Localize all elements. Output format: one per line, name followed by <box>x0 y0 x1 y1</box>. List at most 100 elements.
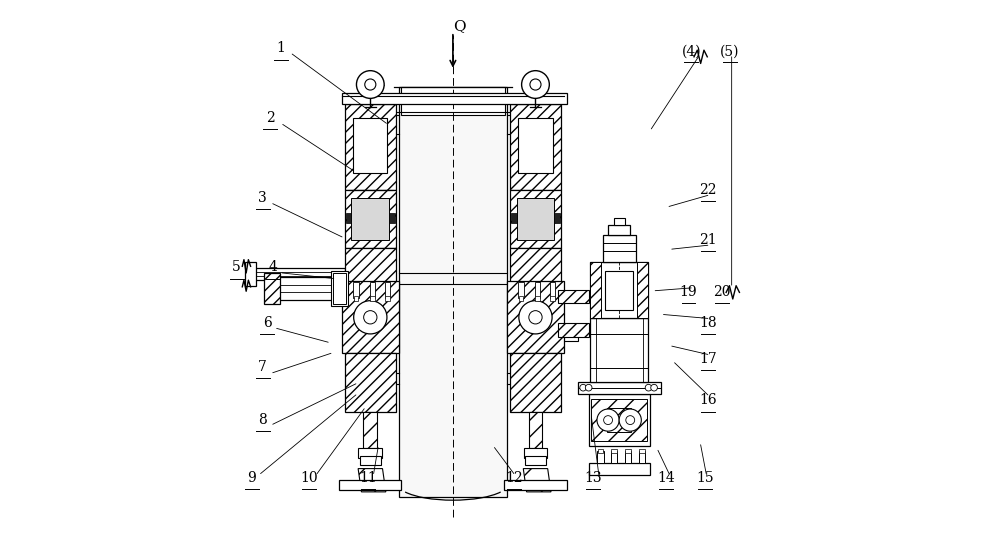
Bar <box>603 234 636 262</box>
Text: 19: 19 <box>680 285 697 299</box>
Bar <box>518 118 553 173</box>
Bar <box>590 262 648 318</box>
Bar <box>511 213 517 223</box>
Bar <box>507 281 564 353</box>
Bar <box>351 198 389 240</box>
Bar <box>611 451 617 463</box>
Bar <box>342 281 399 353</box>
Text: 6: 6 <box>263 316 272 330</box>
Bar <box>517 198 554 240</box>
Bar <box>385 282 390 298</box>
Bar <box>345 190 396 248</box>
Bar <box>614 218 625 224</box>
Bar <box>510 190 561 248</box>
Bar <box>625 451 631 463</box>
Bar <box>589 394 650 446</box>
Circle shape <box>645 384 652 391</box>
Circle shape <box>365 79 376 90</box>
Bar <box>535 282 540 298</box>
Bar <box>345 248 396 284</box>
Circle shape <box>585 384 592 391</box>
Bar <box>519 296 523 301</box>
Circle shape <box>651 384 657 391</box>
Bar <box>339 480 401 490</box>
Bar <box>525 456 546 465</box>
Text: 9: 9 <box>247 471 256 485</box>
Bar <box>590 318 648 382</box>
Bar <box>353 118 387 173</box>
Bar <box>510 104 561 190</box>
Text: Q: Q <box>453 19 466 33</box>
Bar <box>370 282 375 298</box>
Bar <box>589 463 650 475</box>
Text: 2: 2 <box>266 111 274 125</box>
Bar <box>550 296 555 301</box>
Bar <box>529 412 542 447</box>
Text: 14: 14 <box>657 471 675 485</box>
Bar <box>360 456 381 465</box>
Circle shape <box>356 71 384 99</box>
Bar <box>354 296 358 301</box>
Text: 5: 5 <box>232 261 241 275</box>
Text: 20: 20 <box>713 285 730 299</box>
Bar <box>598 448 603 453</box>
Bar <box>245 262 256 286</box>
Text: 7: 7 <box>258 360 267 374</box>
Text: 18: 18 <box>699 316 717 330</box>
Text: 11: 11 <box>359 471 377 485</box>
Circle shape <box>626 416 635 424</box>
Text: 22: 22 <box>699 183 717 197</box>
Circle shape <box>530 79 541 90</box>
Bar <box>637 262 648 318</box>
Circle shape <box>580 384 586 391</box>
Bar <box>363 412 377 447</box>
Polygon shape <box>523 468 551 492</box>
Bar <box>342 93 567 104</box>
Text: 3: 3 <box>258 191 267 205</box>
Text: (5): (5) <box>720 44 740 58</box>
Bar <box>554 213 560 223</box>
Bar <box>385 296 390 301</box>
Text: 10: 10 <box>300 471 318 485</box>
Bar <box>504 480 567 490</box>
Bar <box>401 87 505 115</box>
Circle shape <box>529 311 542 324</box>
Bar <box>399 87 507 497</box>
Bar <box>558 323 589 336</box>
Text: 1: 1 <box>277 42 286 56</box>
Bar <box>611 448 617 453</box>
Bar <box>510 248 561 284</box>
Bar <box>524 447 547 457</box>
Circle shape <box>354 301 387 334</box>
Text: 12: 12 <box>505 471 523 485</box>
Bar <box>370 296 375 301</box>
Bar <box>607 408 631 432</box>
Bar <box>578 382 661 394</box>
Text: 15: 15 <box>696 471 714 485</box>
Bar <box>639 451 645 463</box>
Bar <box>591 399 647 441</box>
Bar <box>518 282 524 298</box>
Bar <box>333 273 346 304</box>
Bar <box>331 271 348 306</box>
Text: 17: 17 <box>699 352 717 366</box>
Bar <box>345 353 396 412</box>
Bar <box>590 262 601 318</box>
Bar <box>625 448 631 453</box>
Text: 4: 4 <box>268 261 277 275</box>
Bar <box>345 104 396 190</box>
Bar <box>558 290 589 304</box>
Text: (4): (4) <box>681 44 701 58</box>
Circle shape <box>522 71 549 99</box>
Circle shape <box>619 409 641 431</box>
Bar <box>550 282 555 298</box>
Circle shape <box>519 301 552 334</box>
Bar <box>264 273 280 304</box>
Bar <box>535 296 540 301</box>
Polygon shape <box>358 468 386 492</box>
Bar <box>510 353 561 412</box>
Bar <box>353 282 359 298</box>
Bar <box>346 213 351 223</box>
Bar <box>358 447 382 457</box>
Bar <box>518 333 578 340</box>
